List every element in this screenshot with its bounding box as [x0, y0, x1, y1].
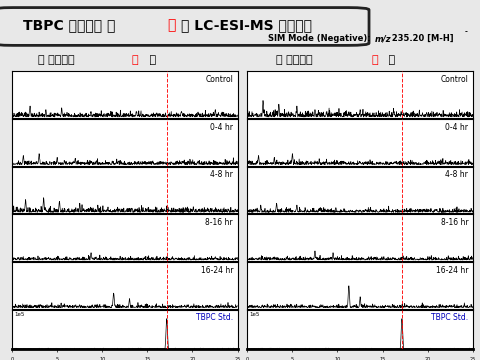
Text: m/z: m/z [374, 34, 391, 43]
Text: 0-4 hr: 0-4 hr [445, 123, 468, 132]
Text: Control: Control [441, 75, 468, 84]
Text: TBPC Std.: TBPC Std. [431, 313, 468, 322]
Text: TBPC 경구투여 췈: TBPC 경구투여 췈 [24, 18, 120, 32]
Text: 〉: 〉 [146, 55, 156, 65]
Text: 235.20 [M-H]: 235.20 [M-H] [389, 34, 454, 43]
Text: 후: 후 [371, 55, 378, 65]
Text: 0-4 hr: 0-4 hr [210, 123, 233, 132]
Text: 4-8 hr: 4-8 hr [210, 170, 233, 179]
Text: 1e5: 1e5 [250, 312, 260, 317]
Text: 16-24 hr: 16-24 hr [201, 266, 233, 275]
Text: 4-8 hr: 4-8 hr [445, 170, 468, 179]
Text: 의 LC-ESI-MS 분석결과: 의 LC-ESI-MS 분석결과 [180, 18, 312, 32]
Text: 〉: 〉 [385, 55, 396, 65]
Text: 8-16 hr: 8-16 hr [441, 218, 468, 227]
Text: 1e5: 1e5 [14, 312, 24, 317]
Text: 〈 효소처리: 〈 효소처리 [38, 55, 79, 65]
Text: -: - [465, 29, 468, 35]
Text: 전: 전 [132, 55, 139, 65]
FancyBboxPatch shape [0, 8, 369, 45]
Text: Control: Control [205, 75, 233, 84]
Text: 뇄: 뇄 [167, 18, 175, 32]
Text: 16-24 hr: 16-24 hr [436, 266, 468, 275]
Text: 〈 효소처리: 〈 효소처리 [276, 55, 316, 65]
Text: TBPC Std.: TBPC Std. [196, 313, 233, 322]
Text: 8-16 hr: 8-16 hr [205, 218, 233, 227]
Text: SIM Mode (Negative):: SIM Mode (Negative): [268, 34, 376, 43]
